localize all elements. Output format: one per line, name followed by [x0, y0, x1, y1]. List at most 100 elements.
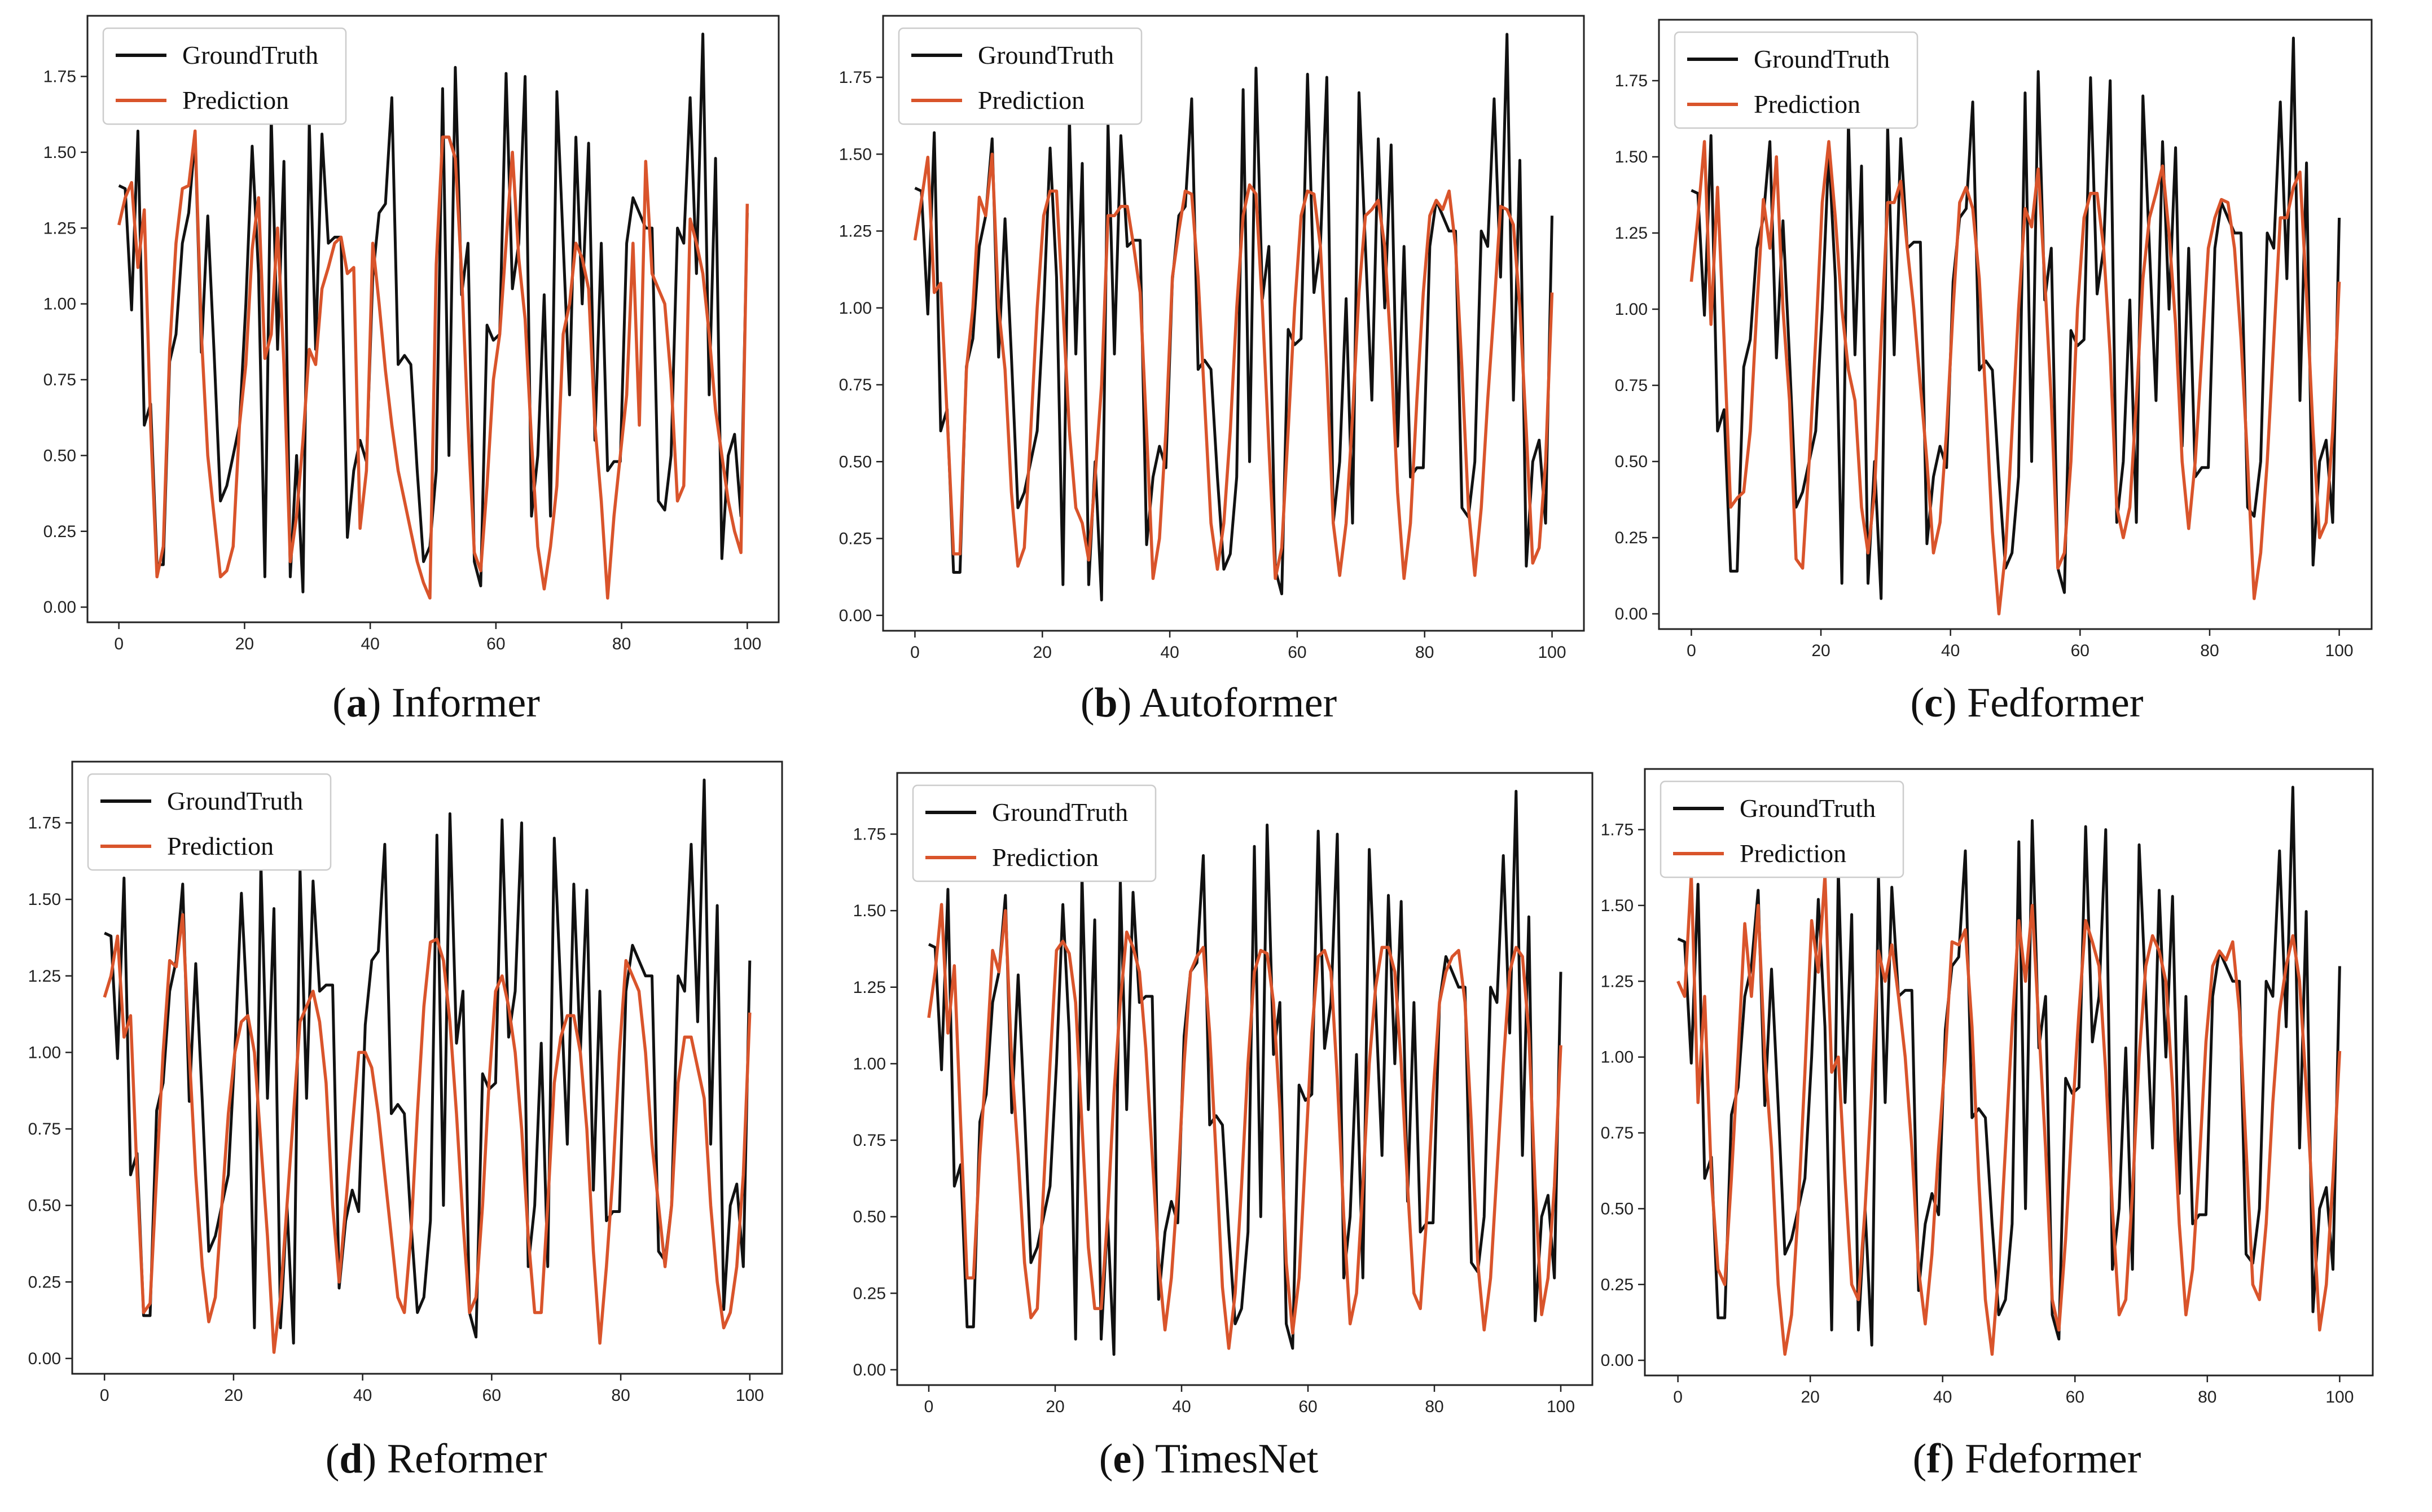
y-tick-label: 1.50: [43, 143, 76, 162]
x-tick-label: 80: [1425, 1397, 1443, 1416]
panel-caption: (f) Fdeformer: [1913, 1436, 2141, 1482]
x-tick-label: 80: [2200, 641, 2219, 660]
x-tick-label: 40: [1933, 1388, 1952, 1406]
legend-label-prediction: Prediction: [1740, 839, 1846, 868]
y-tick-label: 0.00: [853, 1361, 886, 1379]
x-tick-label: 60: [2066, 1388, 2084, 1406]
y-tick-label: 0.75: [28, 1120, 61, 1139]
panel-f: 0.00 0.25 0.50 0.75 1.00 1.25 1.50 1.75 0 20 40 60 8…: [1601, 768, 2374, 1482]
groundtruth-line: [1677, 785, 2341, 1347]
x-tick-label: 100: [2325, 641, 2354, 660]
x-tick-label: 60: [2071, 641, 2089, 660]
caption-letter: d: [339, 1436, 362, 1482]
x-tick-label: 20: [1046, 1397, 1064, 1416]
prediction-line: [103, 913, 752, 1354]
y-tick-label: 1.00: [28, 1043, 61, 1062]
panel-a: 0.00 0.25 0.50 0.75 1.00 1.25 1.50 1.75 0 20 40 60 8…: [43, 15, 780, 726]
y-tick-label: 0.75: [839, 376, 872, 394]
x-tick-label: 20: [235, 635, 254, 653]
x-tick-label: 0: [1687, 641, 1696, 660]
caption-title: Autoformer: [1140, 680, 1337, 726]
y-tick-label: 1.25: [839, 222, 872, 241]
caption-letter: f: [1926, 1436, 1941, 1482]
legend: GroundTruth Prediction: [87, 773, 332, 871]
y-tick-label: 1.00: [43, 295, 76, 314]
panel-caption: (b) Autoformer: [1081, 680, 1337, 726]
y-tick-label: 0.00: [1601, 1351, 1634, 1370]
panel-c: 0.00 0.25 0.50 0.75 1.00 1.25 1.50 1.75 0 20 40 60 8…: [1615, 19, 2373, 726]
x-tick-label: 20: [1033, 643, 1052, 662]
y-tick-label: 1.25: [43, 219, 76, 238]
panel-caption: (a) Informer: [332, 680, 540, 726]
y-tick-label: 0.25: [43, 522, 76, 541]
legend-label-groundtruth: GroundTruth: [1740, 794, 1876, 823]
legend-label-groundtruth: GroundTruth: [167, 786, 303, 815]
y-tick-label: 1.75: [43, 68, 76, 86]
prediction-line: [913, 152, 1554, 581]
y-tick-label: 1.50: [1615, 148, 1648, 166]
legend: GroundTruth Prediction: [898, 27, 1143, 125]
y-tick-label: 0.50: [28, 1197, 61, 1215]
caption-title: TimesNet: [1155, 1436, 1319, 1482]
prediction-line: [117, 129, 749, 600]
panel-caption: (d) Reformer: [326, 1436, 547, 1482]
y-tick-label: 0.50: [43, 446, 76, 465]
x-tick-label: 80: [611, 1386, 630, 1405]
caption-letter: a: [346, 680, 367, 726]
y-tick-label: 0.75: [43, 371, 76, 389]
caption-title: Fedformer: [1967, 680, 2143, 726]
y-tick-label: 0.50: [839, 452, 872, 471]
legend-label-groundtruth: GroundTruth: [992, 798, 1128, 827]
panel-d: 0.00 0.25 0.50 0.75 1.00 1.25 1.50 1.75 0 20 40 60 8…: [28, 761, 783, 1482]
prediction-line: [1676, 873, 2342, 1356]
y-tick-label: 0.25: [28, 1273, 61, 1291]
x-tick-label: 100: [733, 635, 761, 653]
y-tick-label: 1.50: [1601, 896, 1634, 915]
caption-letter: b: [1095, 680, 1118, 726]
x-tick-label: 40: [1160, 643, 1179, 662]
y-tick-label: 1.00: [1615, 300, 1648, 319]
y-tick-label: 1.75: [839, 68, 872, 87]
groundtruth-line: [914, 33, 1553, 601]
x-tick-label: 60: [482, 1386, 501, 1405]
x-tick-label: 20: [224, 1386, 243, 1405]
y-tick-label: 0.00: [43, 598, 76, 617]
y-tick-label: 1.25: [28, 967, 61, 986]
x-tick-label: 100: [736, 1386, 764, 1405]
y-tick-label: 1.00: [853, 1054, 886, 1073]
y-tick-label: 0.00: [839, 606, 872, 625]
y-tick-label: 1.25: [853, 978, 886, 997]
x-tick-label: 20: [1801, 1388, 1819, 1406]
x-tick-label: 0: [100, 1386, 109, 1405]
panel-e: 0.00 0.25 0.50 0.75 1.00 1.25 1.50 1.75 0 20 40 60 8…: [853, 772, 1593, 1482]
x-tick-label: 0: [924, 1397, 934, 1416]
legend-label-prediction: Prediction: [992, 843, 1099, 872]
legend: GroundTruth Prediction: [1660, 780, 1904, 878]
y-tick-label: 0.50: [1615, 452, 1648, 471]
y-tick-label: 0.25: [1601, 1276, 1634, 1294]
legend: GroundTruth Prediction: [1674, 31, 1919, 129]
groundtruth-line: [104, 779, 752, 1345]
x-tick-label: 0: [910, 643, 920, 662]
y-tick-label: 1.00: [839, 299, 872, 318]
legend-label-groundtruth: GroundTruth: [978, 41, 1114, 69]
caption-title: Fdeformer: [1965, 1436, 2141, 1482]
caption-letter: c: [1924, 680, 1943, 726]
x-tick-label: 60: [1298, 1397, 1317, 1416]
caption-letter: e: [1113, 1436, 1131, 1482]
x-tick-label: 0: [1673, 1388, 1683, 1406]
y-tick-label: 1.50: [28, 890, 61, 909]
y-tick-label: 0.50: [1601, 1199, 1634, 1218]
panel-caption: (e) TimesNet: [1099, 1436, 1319, 1482]
x-tick-label: 80: [1415, 643, 1434, 662]
x-tick-label: 80: [612, 635, 631, 653]
x-tick-label: 40: [361, 635, 379, 653]
groundtruth-line: [928, 790, 1562, 1356]
legend-label-groundtruth: GroundTruth: [1754, 45, 1890, 73]
legend-label-prediction: Prediction: [978, 86, 1085, 115]
y-tick-label: 1.75: [1615, 72, 1648, 90]
caption-title: Informer: [392, 680, 540, 726]
panel-b: 0.00 0.25 0.50 0.75 1.00 1.25 1.50 1.75 0 20 40 60 8…: [839, 15, 1585, 726]
y-tick-label: 0.75: [1601, 1124, 1634, 1142]
x-tick-label: 60: [1288, 643, 1306, 662]
